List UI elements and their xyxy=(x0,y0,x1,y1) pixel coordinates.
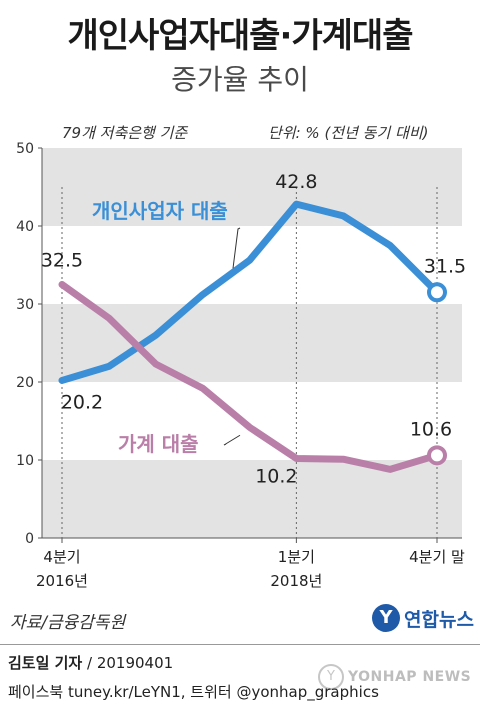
series-line xyxy=(58,200,441,384)
basis-note: 79개 저축은행 기준 xyxy=(62,124,188,142)
x-tick-label: 4분기 말 xyxy=(409,548,465,566)
watermark: Y YONHAP NEWS xyxy=(318,664,471,690)
y-tick-label: 10 xyxy=(16,453,34,469)
grid-band xyxy=(42,460,462,538)
x-tick-label-year: 2016년 xyxy=(36,572,88,590)
series-end-marker xyxy=(427,445,447,466)
data-label: 20.2 xyxy=(61,391,103,413)
source-note: 자료/금융감독원 xyxy=(10,613,126,633)
x-tick-label-year: 2018년 xyxy=(270,572,322,590)
y-tick-label: 30 xyxy=(16,297,34,313)
x-tick-label: 4분기 xyxy=(43,548,80,566)
y-tick-label: 20 xyxy=(16,375,34,391)
watermark-text: YONHAP NEWS xyxy=(348,669,472,685)
credit-date: / 20190401 xyxy=(82,654,174,672)
yonhap-logo: Y 연합뉴스 xyxy=(372,604,474,632)
footer-divider xyxy=(0,644,480,645)
series-name-label: 개인사업자 대출 xyxy=(92,199,228,223)
series-leader-line xyxy=(223,434,241,446)
data-label: 10.2 xyxy=(255,465,297,487)
data-label: 31.5 xyxy=(424,255,466,277)
y-tick-label: 40 xyxy=(16,219,34,235)
y-tick-label: 0 xyxy=(25,531,34,547)
yonhap-logo-icon: Y xyxy=(372,604,400,632)
chart-title: 개인사업자대출·가계대출 xyxy=(67,16,414,56)
series-end-marker xyxy=(427,282,447,303)
y-tick-label: 50 xyxy=(16,141,34,157)
unit-note: 단위: % (전년 동기 대비) xyxy=(268,124,429,142)
series-line xyxy=(58,281,441,473)
reporter-name: 김토일 기자 xyxy=(8,654,83,672)
data-label: 32.5 xyxy=(41,250,83,272)
grid-band xyxy=(42,148,462,226)
credit-line: 김토일 기자 / 20190401 xyxy=(8,652,173,673)
chart-subtitle: 증가율 추이 xyxy=(171,63,309,96)
footer-social: 페이스북 tuney.kr/LeYN1, 트위터 @yonhap_graphic… xyxy=(8,683,379,701)
series-name-label: 가계 대출 xyxy=(118,432,199,456)
data-label: 42.8 xyxy=(275,171,317,193)
x-tick-label: 1분기 xyxy=(278,548,315,566)
logo-text: 연합뉴스 xyxy=(404,608,474,631)
data-label: 10.6 xyxy=(410,418,452,440)
line-chart: 0 10 20 30 40 50 4분기 2016년 1분기 2018년 4분기 말 개인사업자 대출… xyxy=(16,141,466,590)
watermark-logo-icon: Y xyxy=(318,664,344,690)
series-leader-line xyxy=(232,227,241,269)
